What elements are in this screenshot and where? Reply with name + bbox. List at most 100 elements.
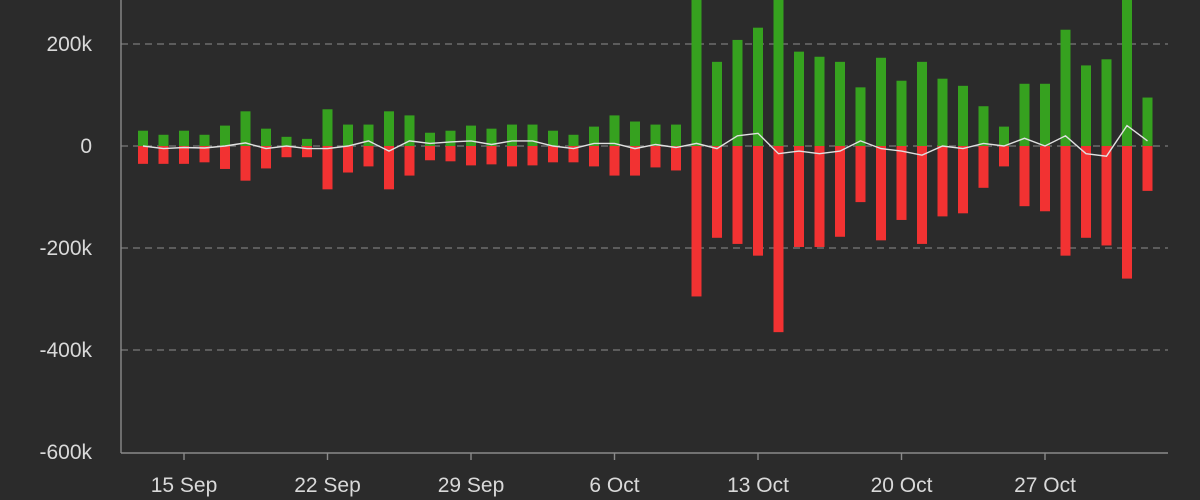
bar-positive (1060, 29, 1071, 146)
bar-positive (1081, 65, 1091, 146)
bar-positive (568, 134, 579, 146)
bar-positive (261, 128, 271, 146)
bar-negative (486, 146, 497, 165)
bar-negative (978, 146, 989, 188)
bar-positive (937, 78, 948, 146)
bar-positive (753, 27, 763, 146)
bar-positive (794, 51, 804, 146)
bar-negative (527, 146, 538, 166)
y-axis-tick-labels: 200k 0 -200k -400k -600k (39, 33, 92, 464)
grid-lines (121, 43, 1168, 351)
bar-negative (1060, 146, 1071, 256)
y-tick-label: 200k (46, 33, 92, 56)
bar-positive (445, 130, 456, 146)
bar-positive (507, 124, 517, 146)
bar-positive (712, 61, 722, 146)
bar-negative (896, 146, 907, 220)
x-tick-label: 15 Sep (151, 474, 218, 497)
bar-negative (261, 146, 271, 169)
bar-positive (876, 57, 886, 146)
bar-negative (568, 146, 579, 163)
bar-positive (650, 124, 661, 146)
x-tick-label: 27 Oct (1014, 474, 1076, 497)
y-tick-label: -200k (39, 237, 92, 260)
bar-negative (322, 146, 333, 190)
bar-negative (1040, 146, 1050, 212)
bars (138, 0, 1153, 333)
x-tick-label: 20 Oct (871, 474, 933, 497)
bar-positive (343, 124, 353, 146)
bar-negative (589, 146, 599, 167)
axes (120, 0, 1168, 454)
bar-positive (630, 121, 640, 146)
bar-negative (1019, 146, 1030, 207)
bar-positive (835, 61, 845, 146)
bar-negative (712, 146, 722, 238)
bar-negative (302, 146, 312, 158)
bar-negative (445, 146, 456, 162)
bar-positive (1142, 97, 1153, 146)
bar-positive (958, 85, 968, 146)
net-line (142, 124, 1148, 157)
x-axis-tick-labels: 15 Sep 22 Sep 29 Sep 6 Oct 13 Oct 20 Oct 27 Oc… (151, 453, 1076, 497)
bar-negative (404, 146, 415, 176)
bar-positive (240, 111, 251, 146)
bar-positive (609, 115, 620, 146)
bar-negative (732, 146, 743, 244)
bar-positive (1101, 59, 1112, 146)
bar-negative (999, 146, 1009, 167)
bar-positive (999, 126, 1009, 146)
bar-negative (384, 146, 394, 190)
bar-positive (589, 126, 599, 146)
bar-negative (1081, 146, 1091, 238)
bar-positive (138, 130, 148, 146)
bar-positive (896, 80, 907, 146)
bar-positive (199, 134, 210, 146)
bar-negative (1122, 146, 1132, 279)
bar-negative (158, 146, 169, 164)
bar-negative (363, 146, 374, 167)
bar-positive (548, 130, 558, 146)
bar-positive (978, 106, 989, 146)
bar-negative (917, 146, 927, 244)
bar-positive (158, 134, 169, 146)
bar-positive (671, 124, 681, 146)
net-line-layer (142, 124, 1148, 157)
bar-positive (404, 115, 415, 146)
bar-positive (384, 111, 394, 146)
bar-negative (609, 146, 620, 176)
bar-negative (1101, 146, 1112, 246)
bar-negative (876, 146, 886, 241)
bar-negative (671, 146, 681, 171)
bar-positive (773, 0, 784, 146)
bar-negative (794, 146, 804, 247)
bar-positive (179, 130, 189, 146)
x-tick-label: 6 Oct (589, 474, 639, 497)
bar-positive (425, 132, 435, 146)
bar-positive (220, 125, 230, 146)
bar-positive (486, 128, 497, 146)
bar-positive (855, 87, 866, 146)
bar-positive (1040, 83, 1050, 146)
bar-negative (937, 146, 948, 217)
bar-negative (835, 146, 845, 237)
bar-negative (220, 146, 230, 169)
bar-negative (753, 146, 763, 256)
bar-positive (814, 56, 825, 146)
bar-positive (363, 124, 374, 146)
bar-negative (199, 146, 210, 163)
bar-positive (466, 125, 476, 146)
bar-negative (773, 146, 784, 333)
bar-negative (691, 146, 702, 297)
bar-positive (691, 0, 702, 146)
bar-negative (855, 146, 866, 203)
bar-negative (507, 146, 517, 167)
bar-positive (281, 136, 292, 146)
bar-negative (179, 146, 189, 164)
bar-negative (630, 146, 640, 176)
bar-positive (302, 138, 312, 146)
y-tick-label: -400k (39, 339, 92, 362)
bar-negative (466, 146, 476, 166)
bar-positive (322, 109, 333, 146)
